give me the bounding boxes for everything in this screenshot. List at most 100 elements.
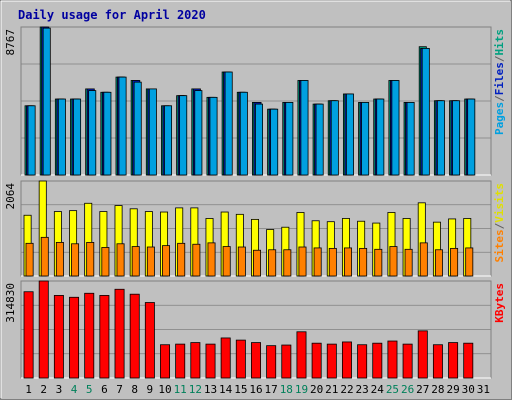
x-tick-label: 30 (462, 383, 475, 396)
panel-visits-sites: 2064 Sites/Visits (4, 180, 506, 277)
bar-pages-day-4 (73, 98, 82, 176)
x-tick-label: 15 (234, 383, 247, 396)
bar-sites-day-20 (313, 247, 322, 277)
x-tick-label: 10 (158, 383, 171, 396)
bar-kbytes-day-7 (114, 288, 125, 379)
bar-sites-day-13 (207, 242, 216, 277)
bar-sites-day-15 (237, 246, 246, 277)
bar-sites-day-14 (222, 246, 231, 277)
y-max-label: 2064 (4, 183, 17, 210)
bar-sites-day-21 (328, 247, 337, 277)
bar-kbytes-day-26 (402, 343, 413, 379)
bar-sites-day-25 (389, 246, 398, 277)
bar-pages-day-21 (330, 100, 339, 176)
bar-pages-day-17 (270, 108, 279, 176)
bar-sites-day-10 (162, 245, 171, 277)
x-tick-label: 24 (371, 383, 385, 396)
x-tick-label: 26 (401, 383, 414, 396)
x-tick-label: 22 (340, 383, 353, 396)
bar-pages-day-25 (391, 80, 400, 176)
bar-pages-day-8 (133, 81, 142, 176)
x-tick-label: 1 (25, 383, 32, 396)
y-max-label: 8767 (4, 29, 17, 56)
bar-kbytes-day-20 (311, 342, 322, 379)
x-tick-label: 14 (219, 383, 233, 396)
legend-entry: Visits (493, 183, 506, 223)
bar-pages-day-12 (194, 90, 203, 176)
bar-sites-day-2 (40, 236, 49, 277)
x-tick-label: 19 (295, 383, 308, 396)
bar-sites-day-28 (434, 249, 443, 277)
bar-sites-day-18 (283, 249, 292, 277)
bar-pages-day-5 (88, 90, 97, 176)
bar-kbytes-day-8 (129, 293, 140, 379)
bar-sites-day-16 (253, 249, 261, 277)
bar-kbytes-day-12 (190, 342, 201, 379)
x-tick-label: 17 (265, 383, 278, 396)
bar-sites-day-9 (146, 246, 155, 277)
bar-kbytes-day-22 (341, 341, 352, 379)
bar-kbytes-day-1 (23, 291, 34, 379)
bar-kbytes-day-14 (220, 337, 231, 379)
bar-sites-day-29 (450, 247, 459, 277)
x-tick-label: 23 (356, 383, 369, 396)
bar-sites-day-6 (101, 247, 110, 277)
bar-sites-day-12 (192, 243, 201, 277)
bar-sites-day-26 (404, 248, 413, 277)
x-tick-label: 3 (56, 383, 63, 396)
panel-legend: KBytes (493, 283, 506, 323)
bar-kbytes-day-18 (281, 344, 292, 379)
x-tick-label: 11 (174, 383, 187, 396)
bar-pages-day-2 (42, 27, 51, 176)
bar-kbytes-day-10 (160, 344, 171, 379)
bar-kbytes-day-9 (144, 302, 155, 379)
bar-pages-day-16 (255, 103, 263, 176)
bar-kbytes-day-17 (266, 345, 277, 379)
bar-kbytes-day-21 (326, 343, 337, 379)
bar-pages-day-28 (436, 100, 445, 176)
bar-pages-day-23 (361, 102, 370, 176)
legend-entry: Files (493, 62, 506, 95)
bar-kbytes-day-24 (372, 342, 383, 379)
legend-entry: / (493, 222, 506, 229)
x-tick-label: 5 (86, 383, 93, 396)
panel-legend: Sites/Visits (493, 183, 506, 263)
bar-sites-day-30 (465, 247, 474, 277)
x-tick-label: 4 (71, 383, 78, 396)
bar-kbytes-day-30 (463, 342, 474, 379)
x-tick-label: 28 (431, 383, 444, 396)
bar-sites-day-11 (177, 242, 186, 277)
bar-sites-day-3 (55, 242, 64, 277)
bar-kbytes-day-2 (38, 280, 49, 379)
legend-entry: Sites (493, 229, 506, 262)
bar-pages-day-22 (345, 93, 354, 176)
bar-sites-day-1 (25, 242, 34, 277)
bar-kbytes-day-19 (296, 331, 307, 379)
bar-pages-day-6 (103, 91, 112, 176)
bar-sites-day-8 (131, 246, 140, 277)
legend-entry: Pages (493, 102, 506, 135)
bar-kbytes-day-28 (432, 344, 443, 379)
legend-entry: / (493, 55, 506, 62)
bar-kbytes-day-4 (69, 296, 80, 379)
bar-sites-day-4 (71, 243, 80, 277)
x-tick-label: 13 (204, 383, 217, 396)
legend-entry: / (493, 95, 506, 102)
bar-kbytes-day-29 (448, 342, 459, 379)
bar-kbytes-day-3 (53, 295, 64, 379)
bar-kbytes-day-23 (357, 344, 368, 379)
bar-pages-day-18 (285, 102, 294, 176)
bar-pages-day-30 (467, 98, 476, 176)
bar-pages-day-11 (179, 95, 188, 176)
bar-pages-day-15 (239, 91, 248, 176)
chart-title: Daily usage for April 2020 (18, 8, 206, 22)
bar-sites-day-17 (268, 249, 277, 277)
bar-kbytes-day-27 (417, 330, 428, 379)
x-tick-label: 27 (416, 383, 429, 396)
bar-pages-day-29 (452, 100, 461, 176)
x-tick-label: 9 (147, 383, 154, 396)
bar-sites-day-23 (359, 247, 368, 277)
x-tick-label: 20 (310, 383, 323, 396)
legend-entry: Hits (493, 29, 506, 56)
